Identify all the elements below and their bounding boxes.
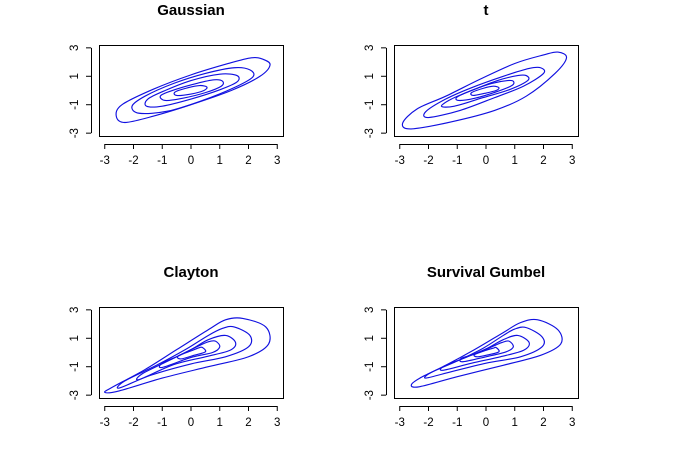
x-tick-label: 3 <box>274 417 280 429</box>
y-tick-label: -3 <box>69 390 81 400</box>
plot-box <box>99 307 284 399</box>
x-tick-label: 1 <box>512 417 518 429</box>
x-tick-label: -2 <box>128 417 138 429</box>
y-axis: -3 -1 1 3 <box>364 307 387 400</box>
x-tick-label: 2 <box>540 417 546 429</box>
x-tick-label: 3 <box>569 155 575 167</box>
contour-line-4 <box>159 79 225 102</box>
x-tick-label: -1 <box>452 417 462 429</box>
y-axis: -3 -1 1 3 <box>69 307 92 400</box>
y-tick-label: -1 <box>69 362 81 372</box>
contour-line-1 <box>401 51 568 130</box>
contour-line-5 <box>473 346 500 358</box>
x-tick-label: -3 <box>395 417 405 429</box>
x-tick-label: 0 <box>483 155 489 167</box>
x-tick-label: -2 <box>128 155 138 167</box>
contour-line-2 <box>116 325 253 389</box>
y-tick-label: 1 <box>69 335 81 341</box>
contour-line-2 <box>423 66 546 119</box>
x-axis: -3 -2 -1 0 1 2 3 <box>395 406 575 429</box>
contour-line-1 <box>410 318 563 388</box>
contour-line-5 <box>173 84 208 97</box>
contour-line-2 <box>131 67 255 115</box>
panel-clayton: Clayton -3 -2 -1 0 1 2 3 -3 -1 1 3 <box>69 264 284 429</box>
contour-line-3 <box>440 74 530 108</box>
contour-line-1 <box>115 56 271 124</box>
y-axis: -3 -1 1 3 <box>69 45 92 138</box>
contour-line-4 <box>459 340 514 363</box>
x-tick-label: -1 <box>157 417 167 429</box>
contour-line-4 <box>455 79 515 102</box>
plot-box <box>394 45 579 137</box>
y-tick-label: 1 <box>364 335 376 341</box>
y-tick-label: 3 <box>364 45 376 51</box>
x-tick-label: -3 <box>395 155 405 167</box>
contour-group <box>410 318 563 388</box>
y-tick-label: -1 <box>69 100 81 110</box>
x-tick-label: 0 <box>483 417 489 429</box>
y-tick-label: -1 <box>364 100 376 110</box>
contour-line-3 <box>439 334 530 371</box>
y-tick-label: -1 <box>364 362 376 372</box>
y-tick-label: 3 <box>69 45 81 51</box>
plot-box <box>394 307 579 399</box>
x-tick-label: -3 <box>100 417 110 429</box>
contour-line-3 <box>144 73 240 108</box>
y-tick-label: 3 <box>69 307 81 313</box>
x-axis: -3 -2 -1 0 1 2 3 <box>100 406 280 429</box>
panel-title: t <box>484 2 489 19</box>
x-tick-label: -2 <box>423 417 433 429</box>
x-tick-label: -2 <box>423 155 433 167</box>
x-tick-label: 2 <box>245 417 251 429</box>
x-axis: -3 -2 -1 0 1 2 3 <box>100 144 280 167</box>
x-tick-label: -1 <box>157 155 167 167</box>
contour-group <box>115 56 271 124</box>
panel-gaussian: Gaussian -3 -2 -1 0 1 2 3 -3 -1 1 3 <box>69 2 284 167</box>
panel-title: Gaussian <box>157 2 225 19</box>
x-tick-label: -3 <box>100 155 110 167</box>
x-tick-label: -1 <box>452 155 462 167</box>
x-tick-label: 2 <box>245 155 251 167</box>
panel-title: Clayton <box>163 264 218 281</box>
panel-title: Survival Gumbel <box>427 264 545 281</box>
y-axis: -3 -1 1 3 <box>364 45 387 138</box>
y-tick-label: -3 <box>69 128 81 138</box>
y-tick-label: -3 <box>364 128 376 138</box>
contour-group <box>103 317 271 394</box>
x-tick-label: 3 <box>569 417 575 429</box>
y-tick-label: -3 <box>364 390 376 400</box>
x-tick-label: 3 <box>274 155 280 167</box>
x-axis: -3 -2 -1 0 1 2 3 <box>395 144 575 167</box>
contour-line-2 <box>423 326 545 379</box>
x-tick-label: 0 <box>188 155 194 167</box>
contour-line-4 <box>158 340 221 369</box>
x-tick-label: 1 <box>512 155 518 167</box>
y-tick-label: 1 <box>69 73 81 79</box>
contour-line-1 <box>103 317 271 394</box>
x-tick-label: 1 <box>217 155 223 167</box>
panel-t: t -3 -2 -1 0 1 2 3 -3 -1 1 3 <box>364 2 579 167</box>
y-tick-label: 1 <box>364 73 376 79</box>
x-tick-label: 2 <box>540 155 546 167</box>
panel-survival-gumbel: Survival Gumbel -3 -2 -1 0 1 2 3 -3 -1 1 3 <box>364 264 579 429</box>
x-tick-label: 0 <box>188 417 194 429</box>
contour-line-5 <box>176 346 207 360</box>
x-tick-label: 1 <box>217 417 223 429</box>
y-tick-label: 3 <box>364 307 376 313</box>
plot-box <box>99 45 284 137</box>
contour-line-5 <box>470 85 500 97</box>
contour-group <box>401 51 568 130</box>
